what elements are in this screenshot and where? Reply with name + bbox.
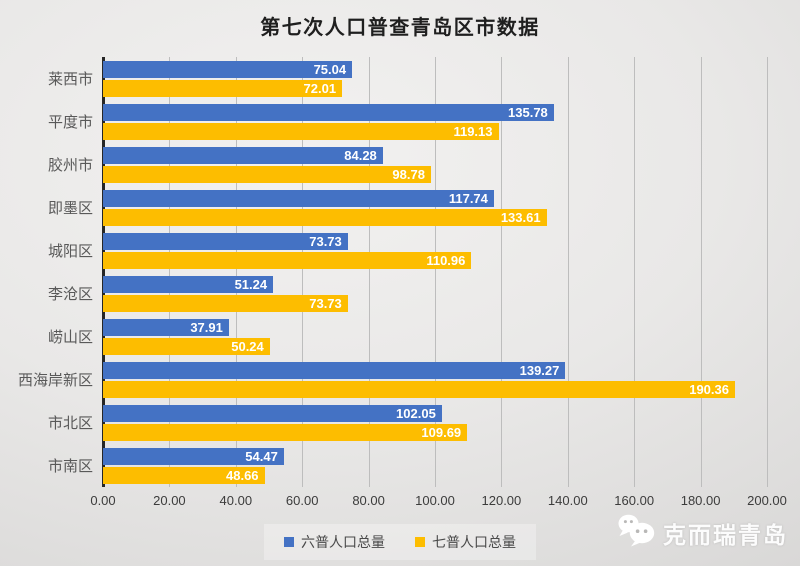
value-label: 73.73 [309,295,342,311]
gridline [302,57,304,487]
category-label: 平度市 [47,114,93,131]
x-tick-label: 20.00 [153,493,186,508]
bar-segment: 73.73 [103,294,348,312]
gridline [368,57,370,487]
chart-row: 崂山区 37.91 50.24 [48,315,767,358]
value-label: 109.69 [421,424,462,440]
bar-segment: 102.05 [103,404,442,422]
x-tick-label: 0.00 [90,493,116,508]
value-label: 54.47 [245,448,278,464]
value-label: 139.27 [519,362,560,378]
category-label: 市北区 [47,415,93,432]
bar-rows: 莱西市 75.04 72.01 平度市 135.78 119.13 胶州市 84.28 98.7… [18,57,767,487]
x-tick-label: 140.00 [547,493,588,508]
legend-item: 六普人口总量 [284,532,385,552]
gridline [767,57,768,487]
value-label: 48.66 [226,467,259,483]
value-label: 72.01 [303,80,337,96]
chart-title: 第七次人口普查青岛区市数据 [260,17,540,39]
bar-segment: 48.66 [103,466,265,484]
legend-swatch [415,537,425,547]
bar-segment: 37.91 [103,318,229,336]
value-label: 50.24 [231,338,264,354]
legend-label: 六普人口总量 [301,534,385,550]
bar-segment: 72.01 [103,79,343,97]
chart-row: 城阳区 73.73 110.96 [48,229,767,272]
value-label: 133.61 [500,209,541,225]
value-label: 51.24 [234,276,268,292]
value-label: 117.74 [448,190,488,206]
legend-swatch [284,537,294,547]
legend-label: 七普人口总量 [432,534,516,550]
x-axis: 0.00 20.00 40.00 60.00 80.00 100.00 120.00 140.… [90,493,787,511]
x-tick-label: 80.00 [352,493,385,508]
gridline [435,57,436,487]
value-label: 190.36 [689,381,729,397]
chart-row: 市南区 54.47 48.66 [48,444,767,487]
chart-row: 胶州市 84.28 98.78 [48,143,767,186]
watermark-text: 克而瑞青岛 [663,521,788,548]
value-label: 102.05 [396,405,436,421]
bar-segment: 51.24 [103,275,274,293]
category-label: 莱西市 [47,71,93,88]
bar-segment: 133.61 [103,208,547,226]
x-tick-label: 180.00 [680,493,721,508]
x-tick-label: 60.00 [285,493,319,508]
bar-segment: 98.78 [103,165,431,183]
gridline [700,57,702,487]
category-label: 李沧区 [47,286,93,303]
bar-segment: 135.78 [103,103,554,121]
gridline [501,57,503,487]
bar-segment: 109.69 [103,423,468,441]
chart-row: 莱西市 75.04 72.01 [48,57,767,100]
chart-row: 即墨区 117.74 133.61 [48,186,767,229]
category-label: 即墨区 [47,200,93,217]
x-tick-label: 120.00 [481,493,522,508]
bar-segment: 110.96 [103,251,472,269]
chart-row: 西海岸新区 139.27 190.36 [18,358,767,401]
value-label: 135.78 [508,104,548,120]
value-label: 73.73 [309,233,342,249]
value-label: 119.13 [453,123,493,139]
bar-segment: 50.24 [103,337,270,355]
bar-segment: 54.47 [103,447,284,465]
watermark: 克而瑞青岛 [616,513,788,552]
x-tick-label: 100.00 [415,493,455,508]
x-tick-label: 40.00 [219,493,253,508]
bar-segment: 73.73 [103,232,348,250]
value-label: 75.04 [313,61,347,77]
category-label: 城阳区 [47,243,93,260]
legend: 六普人口总量 七普人口总量 [264,524,536,560]
bar-segment: 139.27 [103,361,566,379]
plot-area: 莱西市 75.04 72.01 平度市 135.78 119.13 胶州市 84.28 98.7… [18,57,768,487]
value-label: 98.78 [392,166,425,182]
chart-row: 平度市 135.78 119.13 [48,100,767,143]
x-tick-label: 200.00 [747,493,787,508]
bar-segment: 117.74 [103,189,494,207]
legend-item: 七普人口总量 [415,532,516,552]
chart-row: 李沧区 51.24 73.73 [48,272,767,315]
bar-segment: 84.28 [103,146,383,164]
gridline [634,57,636,487]
bar-segment: 190.36 [103,380,735,398]
category-label: 崂山区 [47,329,93,346]
category-label: 西海岸新区 [17,372,93,389]
gridlines [102,57,768,487]
gridline [235,57,237,487]
bar-segment: 75.04 [103,60,353,78]
bar-segment: 119.13 [103,122,499,140]
x-tick-label: 160.00 [614,493,655,508]
value-label: 84.28 [344,147,377,163]
wechat-icon [616,513,656,552]
value-label: 110.96 [426,252,466,268]
gridline [567,57,569,487]
chart-row: 市北区 102.05 109.69 [48,401,767,444]
category-label: 市南区 [47,458,93,475]
value-label: 37.91 [190,319,223,335]
gridline [169,57,171,487]
y-axis-line [102,57,105,487]
category-label: 胶州市 [47,157,93,174]
